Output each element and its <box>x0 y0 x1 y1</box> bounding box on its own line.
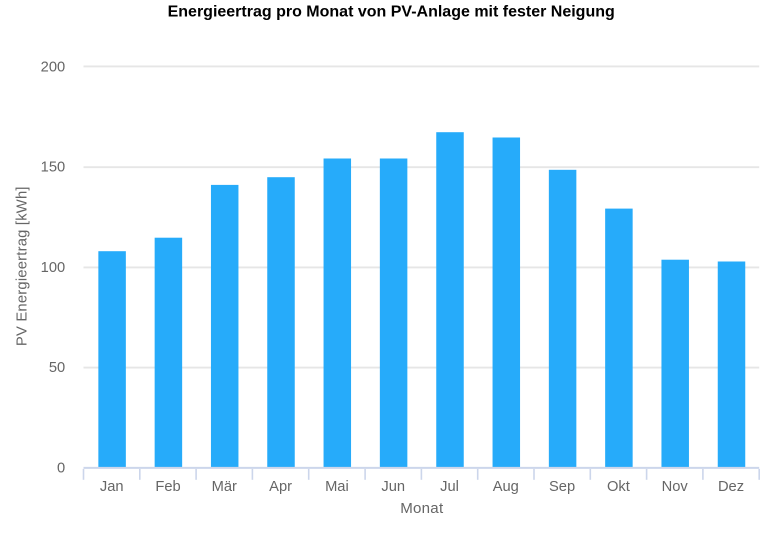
svg-text:200: 200 <box>41 60 66 76</box>
svg-text:Okt: Okt <box>607 479 630 495</box>
svg-text:Apr: Apr <box>269 479 292 495</box>
svg-text:Sep: Sep <box>549 479 575 495</box>
svg-text:0: 0 <box>57 461 65 477</box>
svg-text:PV Energieertrag [kWh]: PV Energieertrag [kWh] <box>15 186 31 346</box>
svg-text:100: 100 <box>41 260 66 276</box>
svg-text:150: 150 <box>41 160 66 176</box>
svg-text:Mai: Mai <box>325 479 349 495</box>
svg-text:Aug: Aug <box>493 479 519 495</box>
svg-text:Jun: Jun <box>381 479 405 495</box>
svg-text:50: 50 <box>49 360 65 376</box>
svg-text:Energieertrag pro Monat von PV: Energieertrag pro Monat von PV-Anlage mi… <box>168 3 615 20</box>
svg-text:Jul: Jul <box>440 479 459 495</box>
svg-text:Mär: Mär <box>212 479 237 495</box>
svg-text:Jan: Jan <box>100 479 124 495</box>
svg-text:Monat: Monat <box>400 500 444 517</box>
svg-text:Feb: Feb <box>155 479 180 495</box>
svg-text:Dez: Dez <box>718 479 744 495</box>
svg-text:Nov: Nov <box>662 479 689 495</box>
